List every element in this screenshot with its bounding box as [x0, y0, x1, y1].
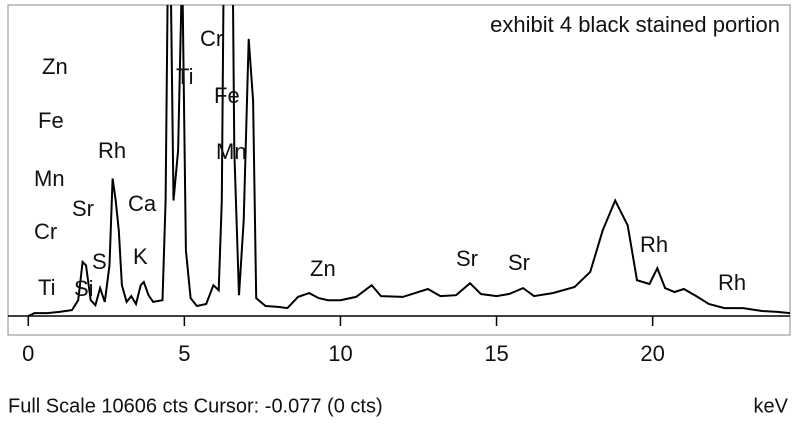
peak-label: Mn — [34, 166, 65, 191]
peak-label: Ti — [176, 64, 194, 89]
peak-label: Ti — [38, 275, 56, 300]
peak-label: Fe — [38, 108, 64, 133]
peak-label: K — [133, 244, 148, 269]
chart-title: exhibit 4 black stained portion — [490, 12, 780, 37]
peak-label: Fe — [214, 83, 240, 108]
x-axis-label: keV — [754, 395, 789, 417]
footer: Full Scale 10606 cts Cursor: -0.077 (0 c… — [8, 395, 383, 417]
peak-label: Rh — [718, 270, 746, 295]
peak-label: Rh — [640, 232, 668, 257]
peak-label: Si — [74, 276, 94, 301]
peak-label: Rh — [98, 138, 126, 163]
plot-frame — [7, 4, 791, 336]
x-tick-label: 10 — [328, 341, 352, 366]
x-tick-label: 20 — [640, 341, 664, 366]
x-tick-label: 5 — [178, 341, 190, 366]
x-tick-label: 15 — [484, 341, 508, 366]
peak-label: Zn — [42, 54, 68, 79]
peak-label: Sr — [456, 246, 478, 271]
spectrum-line — [27, 5, 790, 317]
x-tick-label: 0 — [22, 341, 34, 366]
peak-label: S — [92, 249, 107, 274]
peak-label: Sr — [508, 250, 530, 275]
peak-label: Ca — [128, 191, 157, 216]
peak-label: Cr — [34, 219, 57, 244]
peak-label: Cr — [200, 26, 223, 51]
peak-label: Zn — [310, 256, 336, 281]
peak-label: Mn — [216, 139, 247, 164]
peak-label: Sr — [72, 196, 94, 221]
